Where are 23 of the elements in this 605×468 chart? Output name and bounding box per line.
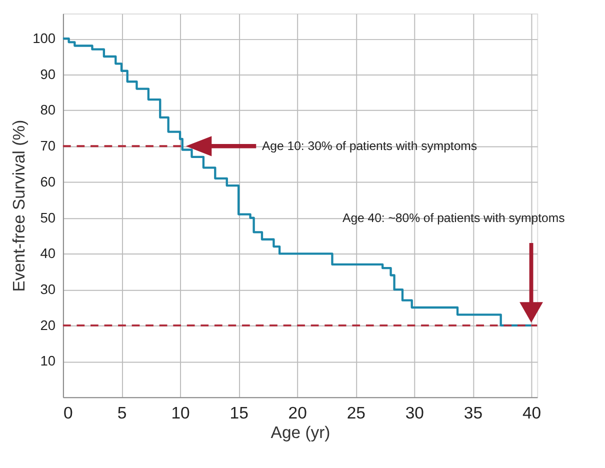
y-tick-label: 50: [40, 210, 56, 226]
y-tick-label: 20: [40, 318, 56, 333]
y-tick-label: 30: [40, 282, 56, 298]
x-tick-label: 35: [464, 403, 483, 422]
annotation: Age 10: 30% of patients with symptoms: [262, 139, 478, 154]
x-tick-label: 40: [522, 403, 542, 422]
annotation: Age 40: ~80% of patients with symptoms: [342, 210, 565, 225]
x-tick-label: 10: [171, 403, 190, 422]
y-tick-label: 10: [40, 354, 56, 369]
y-tick-label: 60: [40, 174, 56, 190]
y-tick-label: 70: [40, 138, 56, 154]
y-tick-label: 40: [40, 246, 56, 262]
y-tick-label: 90: [40, 66, 56, 82]
x-tick-label: 20: [288, 403, 307, 422]
y-tick-label: 100: [32, 31, 56, 46]
x-tick-label: 15: [230, 403, 248, 422]
x-tick-label: 5: [117, 403, 127, 422]
y-tick-label: 80: [40, 102, 56, 118]
x-axis-title: Age (yr): [270, 422, 330, 442]
y-axis-title: Event-free Survival (%): [10, 120, 29, 292]
x-tick-label: 0: [63, 403, 73, 422]
x-tick-label: 25: [346, 403, 366, 422]
x-tick-label: 30: [405, 403, 424, 422]
